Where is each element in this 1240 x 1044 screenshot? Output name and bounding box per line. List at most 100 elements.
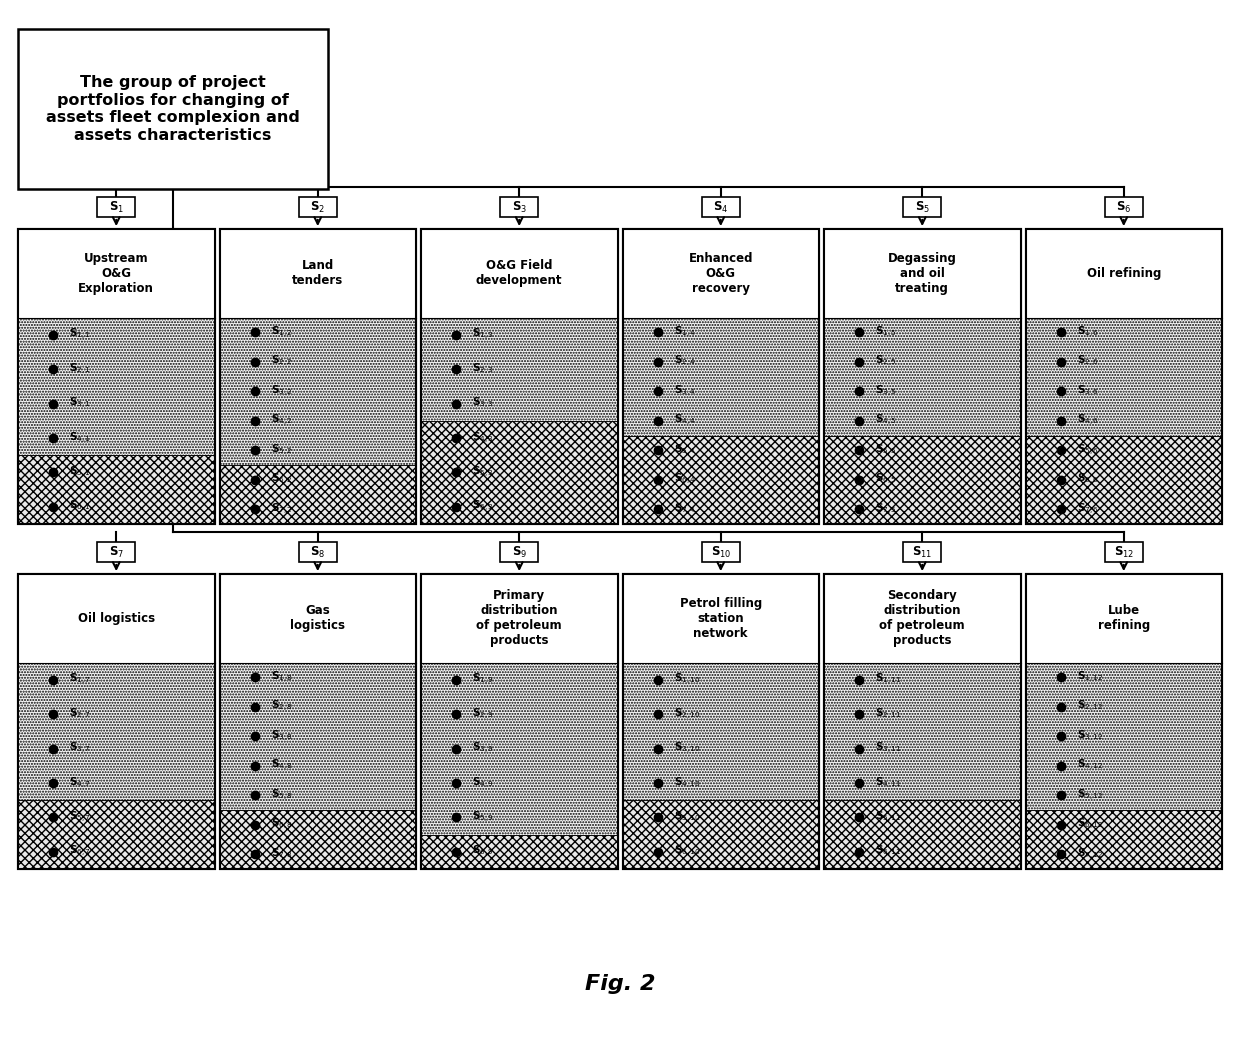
Text: Enhanced
O&G
recovery: Enhanced O&G recovery [688,252,753,294]
Bar [422,421,618,524]
Text: S$_{5,5}$: S$_{5,5}$ [875,443,897,458]
Bar [422,574,618,663]
Text: S$_{7,2}$: S$_{7,2}$ [270,502,293,517]
Text: S$_1$: S$_1$ [109,199,124,215]
Bar [1025,229,1221,524]
Bar [500,197,538,217]
Bar [825,663,1021,800]
Text: S$_{3,3}$: S$_{3,3}$ [472,396,494,411]
Bar [1025,317,1221,435]
Text: S$_{10}$: S$_{10}$ [711,545,730,560]
Text: S$_{3,9}$: S$_{3,9}$ [472,741,494,756]
Bar [422,229,618,524]
Text: Secondary
distribution
of petroleum
products: Secondary distribution of petroleum prod… [879,589,965,647]
Bar [622,317,818,435]
Bar [903,197,941,217]
Text: S$_{4,6}$: S$_{4,6}$ [1076,413,1099,428]
Text: S$_{2,5}$: S$_{2,5}$ [875,354,897,370]
Bar [1105,197,1143,217]
Bar [422,663,618,834]
Bar [1025,317,1221,435]
Text: S$_{5,2}$: S$_{5,2}$ [270,443,293,458]
Bar [825,800,1021,869]
Bar [1025,574,1221,869]
Text: Petrol filling
station
network: Petrol filling station network [680,597,761,640]
Text: S$_{1,4}$: S$_{1,4}$ [673,325,696,339]
Bar [19,317,215,455]
Text: S$_{3,2}$: S$_{3,2}$ [270,384,293,399]
Text: S$_{4,3}$: S$_{4,3}$ [472,430,494,446]
Bar [622,435,818,524]
Text: Oil refining: Oil refining [1086,267,1161,280]
Bar [622,229,818,524]
Text: S$_{3,8}$: S$_{3,8}$ [270,729,293,743]
Text: Gas
logistics: Gas logistics [290,604,345,633]
Text: S$_{1,3}$: S$_{1,3}$ [472,327,494,342]
Text: S$_{6,4}$: S$_{6,4}$ [673,472,696,488]
Bar [1025,574,1221,869]
Bar [19,455,215,524]
Text: S$_{4,1}$: S$_{4,1}$ [69,430,91,446]
Text: S$_{6,6}$: S$_{6,6}$ [1076,472,1099,488]
Text: S$_{3,7}$: S$_{3,7}$ [69,741,91,756]
Text: S$_{1,7}$: S$_{1,7}$ [69,672,91,687]
Text: S$_{4,12}$: S$_{4,12}$ [1076,758,1102,774]
Text: S$_{2,6}$: S$_{2,6}$ [1076,354,1099,370]
Text: S$_5$: S$_5$ [915,199,930,215]
Bar [622,663,818,800]
Text: S$_{5,9}$: S$_{5,9}$ [472,810,494,825]
Text: The group of project
portfolios for changing of
assets fleet complexion and
asse: The group of project portfolios for chan… [46,75,300,143]
Bar [825,435,1021,524]
Text: S$_{4,7}$: S$_{4,7}$ [69,776,91,790]
Bar [19,229,215,524]
Text: S$_{3,12}$: S$_{3,12}$ [1076,729,1102,743]
Text: S$_{2,8}$: S$_{2,8}$ [270,699,293,714]
Text: S$_{3,10}$: S$_{3,10}$ [673,741,701,756]
Bar [825,574,1021,663]
Bar [825,574,1021,869]
Bar [422,317,618,421]
Bar [1025,229,1221,524]
Bar [622,663,818,800]
Text: S$_{2,7}$: S$_{2,7}$ [69,707,91,721]
Text: Fig. 2: Fig. 2 [585,974,655,994]
Text: S$_{2,11}$: S$_{2,11}$ [875,707,901,721]
Text: S$_{5,7}$: S$_{5,7}$ [69,810,91,825]
Bar [422,834,618,869]
Text: S$_{6,10}$: S$_{6,10}$ [673,845,701,859]
Text: S$_{5,8}$: S$_{5,8}$ [270,788,293,803]
Bar [422,421,618,524]
Text: S$_{5,3}$: S$_{5,3}$ [472,465,494,480]
Text: S$_{6,2}$: S$_{6,2}$ [270,472,293,488]
Bar [219,663,415,810]
Bar [622,317,818,435]
Text: S$_{6,7}$: S$_{6,7}$ [69,845,91,859]
Text: S$_{7,4}$: S$_{7,4}$ [673,502,696,517]
Bar [622,229,818,524]
Text: Oil logistics: Oil logistics [78,612,155,624]
Text: Degassing
and oil
treating: Degassing and oil treating [888,252,957,294]
Text: Primary
distribution
of petroleum
products: Primary distribution of petroleum produc… [476,589,562,647]
Bar [825,317,1021,435]
Bar [19,29,329,189]
Bar [219,229,415,524]
Bar [825,229,1021,524]
Bar [1025,435,1221,524]
Text: S$_{1,1}$: S$_{1,1}$ [69,327,91,342]
Bar [825,574,1021,869]
Bar [622,800,818,869]
Text: S$_{4,4}$: S$_{4,4}$ [673,413,696,428]
Text: S$_{7,6}$: S$_{7,6}$ [1076,502,1099,517]
Text: S$_{6,9}$: S$_{6,9}$ [472,845,494,859]
Text: S$_{1,11}$: S$_{1,11}$ [875,672,901,687]
Text: S$_{5,6}$: S$_{5,6}$ [1076,443,1099,458]
Text: Land
tenders: Land tenders [293,259,343,287]
Bar [622,574,818,869]
Bar [825,800,1021,869]
Bar [19,663,215,800]
Text: S$_{3,1}$: S$_{3,1}$ [69,396,91,411]
Text: S$_{2,4}$: S$_{2,4}$ [673,354,696,370]
Text: S$_{2,9}$: S$_{2,9}$ [472,707,494,721]
Text: S$_{7,12}$: S$_{7,12}$ [1076,847,1102,861]
Text: S$_8$: S$_8$ [310,545,325,560]
